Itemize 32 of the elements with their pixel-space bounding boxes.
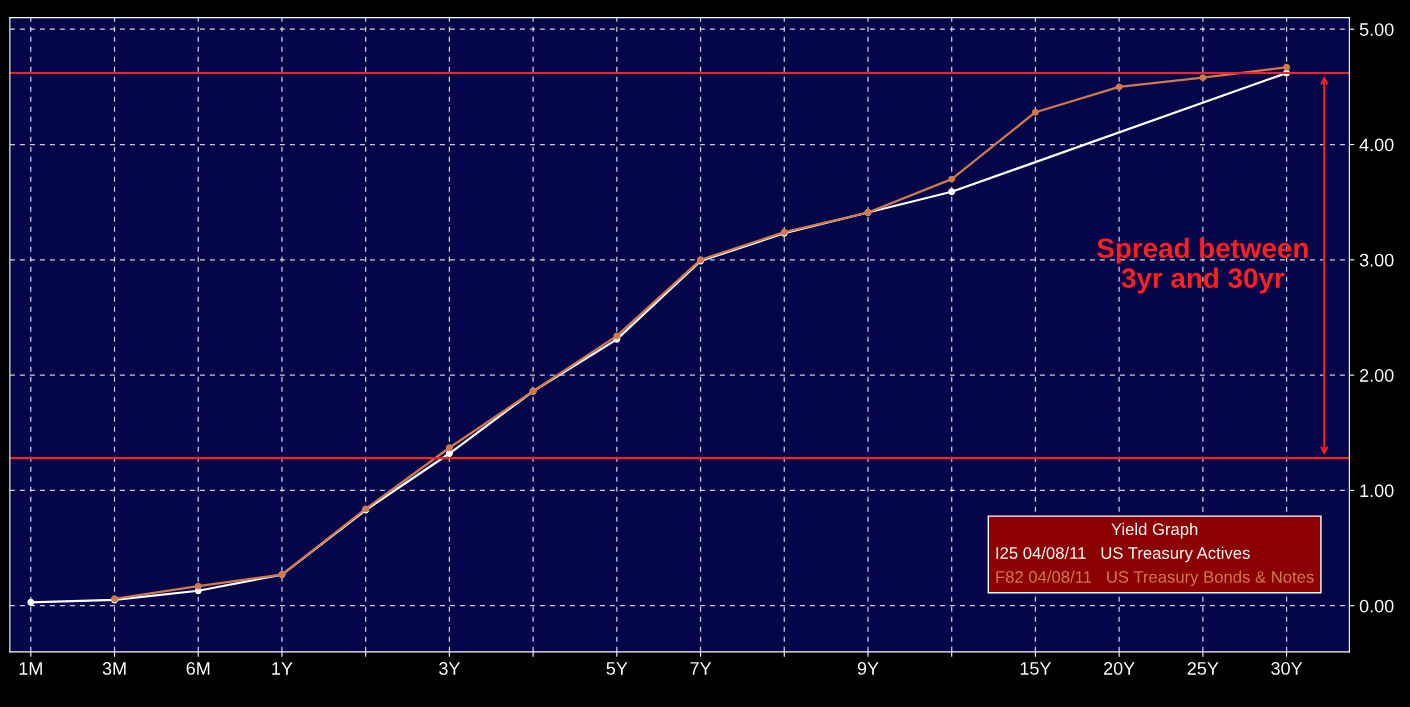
point bbox=[1283, 63, 1291, 71]
y-tick-label: 1.00 bbox=[1360, 484, 1394, 498]
x-tick-label: 1M bbox=[19, 662, 42, 675]
point bbox=[445, 444, 453, 452]
x-tick-label: 6M bbox=[186, 662, 210, 675]
x-tick-label: 20Y bbox=[1103, 662, 1135, 675]
x-tick-label: 7Y bbox=[690, 662, 712, 675]
y-tick-label: 0.00 bbox=[1359, 599, 1394, 613]
point bbox=[948, 188, 956, 196]
annotation: Spread between 3yr and 30yr bbox=[1097, 237, 1308, 294]
x-tick-label: 5Y bbox=[606, 662, 628, 675]
point bbox=[1115, 83, 1123, 91]
point bbox=[445, 450, 453, 458]
point bbox=[194, 582, 202, 590]
x-tick-label: 9Y bbox=[857, 662, 879, 675]
text: F82 04/08/11 US Treasury Bonds & Notes bbox=[996, 570, 1314, 587]
y-tick-label: 5.00 bbox=[1359, 23, 1394, 36]
x-tick-label: 15Y bbox=[1020, 662, 1052, 675]
y-tick-label: 2.00 bbox=[1360, 369, 1394, 382]
x-tick-label: 3M bbox=[102, 662, 126, 675]
x-tick-label: 30Y bbox=[1271, 662, 1303, 675]
y-tick-label: 4.00 bbox=[1359, 138, 1394, 152]
point bbox=[1199, 74, 1207, 82]
y-tick-label: 3.00 bbox=[1359, 253, 1394, 267]
x-tick-label: 1Y bbox=[272, 662, 293, 675]
point bbox=[948, 175, 956, 183]
x-tick-label: 25Y bbox=[1187, 662, 1219, 675]
x-tick-label: 3Y bbox=[439, 662, 461, 675]
text: I25 04/08/11 US Treasury Actives bbox=[996, 546, 1250, 563]
legend-title: Yield Graph bbox=[1111, 522, 1198, 539]
point bbox=[27, 598, 35, 606]
point bbox=[1031, 108, 1039, 116]
